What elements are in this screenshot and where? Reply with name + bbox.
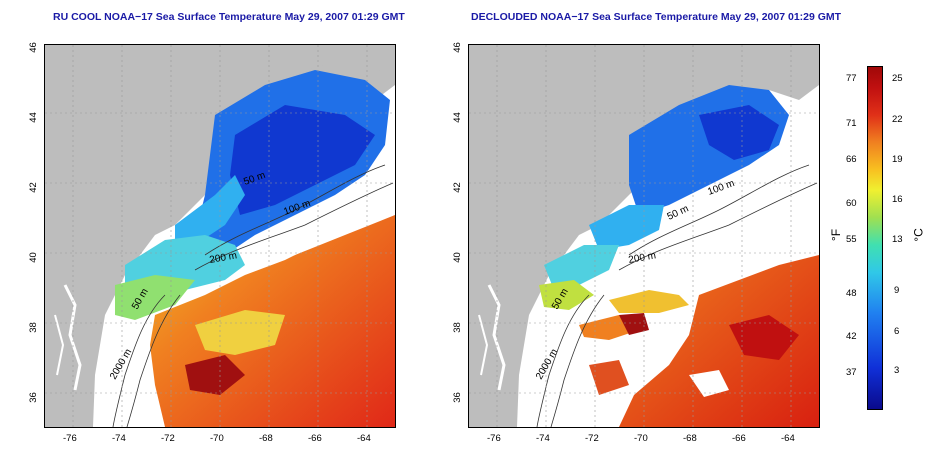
colorbar-f-tick: 37 <box>846 367 857 378</box>
lat-tick-left: 44 <box>27 112 39 123</box>
colorbar-f-tick: 55 <box>846 234 857 245</box>
colorbar-unit-c: °C <box>911 228 926 242</box>
colorbar-f-tick: 77 <box>846 73 857 84</box>
land-mass <box>469 45 819 427</box>
left-map-title: RU COOL NOAA−17 Sea Surface Temperature … <box>53 11 405 23</box>
contour-label: 50 m <box>666 203 691 222</box>
raw-sst-map[interactable]: 100 m 200 m 50 m 2000 m 50 m <box>44 44 396 428</box>
lat-tick-right: 46 <box>451 42 463 53</box>
temperature-colorbar <box>867 66 883 410</box>
lat-tick-left: 40 <box>27 252 39 263</box>
declouded-sst-map[interactable]: 100 m 200 m 50 m 2000 m 50 m <box>468 44 820 428</box>
colorbar-f-tick: 48 <box>846 288 857 299</box>
colorbar-f-tick: 71 <box>846 118 857 129</box>
lat-tick-right: 38 <box>451 322 463 333</box>
colorbar-c-tick: 22 <box>892 114 903 125</box>
colorbar-c-tick: 9 <box>894 285 900 296</box>
right-map-title: DECLOUDED NOAA−17 Sea Surface Temperatur… <box>471 11 842 23</box>
lon-tick-right: -66 <box>732 433 746 444</box>
lon-tick-right: -74 <box>536 433 550 444</box>
contour-label: 200 m <box>628 250 657 266</box>
colorbar-f-tick: 60 <box>846 198 857 209</box>
lat-tick-left: 42 <box>27 182 39 193</box>
warm-water <box>619 255 819 427</box>
lon-tick-left: -66 <box>308 433 322 444</box>
colorbar-c-tick: 25 <box>892 73 903 84</box>
land-mass <box>45 45 395 427</box>
colorbar-unit-f: °F <box>829 228 844 242</box>
lon-tick-left: -74 <box>112 433 126 444</box>
lat-tick-right: 36 <box>451 392 463 403</box>
contour-label: 2000 m <box>534 347 560 381</box>
colorbar-f-tick: 42 <box>846 331 857 342</box>
lat-tick-right: 42 <box>451 182 463 193</box>
lon-tick-right: -76 <box>487 433 501 444</box>
colorbar-c-tick: 16 <box>892 194 903 205</box>
lon-tick-left: -68 <box>259 433 273 444</box>
raw-sst-map-graphic: 100 m 200 m 50 m 2000 m 50 m <box>45 45 395 427</box>
lat-tick-left: 46 <box>27 42 39 53</box>
lat-tick-left: 36 <box>27 392 39 403</box>
lon-tick-right: -68 <box>683 433 697 444</box>
declouded-sst-map-graphic: 100 m 200 m 50 m 2000 m 50 m <box>469 45 819 427</box>
lat-tick-left: 38 <box>27 322 39 333</box>
colorbar-c-tick: 19 <box>892 154 903 165</box>
lon-tick-left: -64 <box>357 433 371 444</box>
lon-tick-left: -70 <box>210 433 224 444</box>
colorbar-c-tick: 3 <box>894 365 900 376</box>
colorbar-c-tick: 6 <box>894 326 900 337</box>
lat-tick-right: 40 <box>451 252 463 263</box>
contour-label: 2000 m <box>108 347 134 381</box>
contour-label: 200 m <box>209 250 238 266</box>
lon-tick-left: -72 <box>161 433 175 444</box>
colorbar-c-tick: 13 <box>892 234 903 245</box>
lon-tick-right: -72 <box>585 433 599 444</box>
colorbar-f-tick: 66 <box>846 154 857 165</box>
lon-tick-right: -70 <box>634 433 648 444</box>
lat-tick-right: 44 <box>451 112 463 123</box>
lon-tick-right: -64 <box>781 433 795 444</box>
lon-tick-left: -76 <box>63 433 77 444</box>
